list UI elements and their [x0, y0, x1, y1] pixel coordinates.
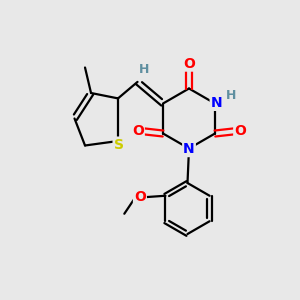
Text: O: O: [234, 124, 246, 138]
Text: N: N: [183, 142, 195, 156]
Text: H: H: [226, 88, 237, 102]
Text: H: H: [139, 63, 149, 76]
Text: O: O: [134, 190, 146, 204]
Text: N: N: [211, 96, 222, 110]
Text: O: O: [132, 124, 144, 138]
Text: O: O: [183, 57, 195, 70]
Text: S: S: [114, 138, 124, 152]
